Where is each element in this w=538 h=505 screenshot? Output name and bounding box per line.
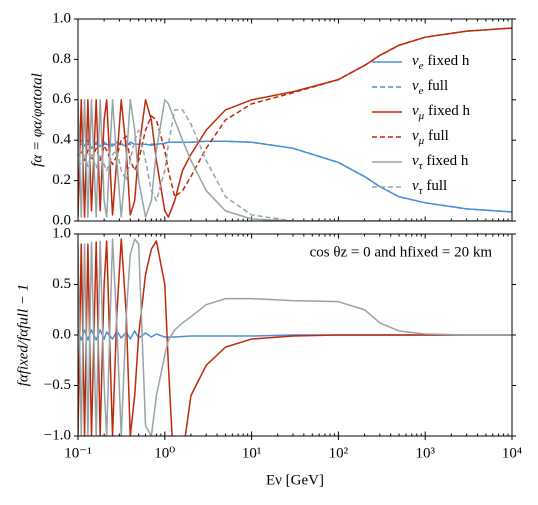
y-tick-label: 0.8 (52, 51, 71, 67)
y-tick-label: 1.0 (52, 225, 71, 241)
y-tick-label: 0.4 (52, 132, 71, 148)
legend-label: νe fixed h (412, 53, 470, 71)
x-axis-label: Eν [GeV] (266, 472, 324, 488)
legend-label: νe full (412, 78, 448, 96)
x-tick-label: 10⁰ (154, 445, 175, 461)
y-tick-label: 0.5 (52, 276, 71, 292)
annotation: cos θz = 0 and hfixed = 20 km (310, 244, 493, 260)
series-line (78, 99, 512, 221)
x-tick-label: 10¹ (242, 445, 262, 461)
legend-label: νμ full (412, 128, 449, 146)
y-axis-label: fα = φα/φαtotal (29, 73, 45, 167)
axes-frame (77, 18, 513, 222)
axes-frame (77, 233, 513, 437)
series-line (78, 109, 512, 221)
y-tick-label: 0.2 (52, 172, 71, 188)
x-tick-label: 10⁴ (502, 445, 522, 461)
y-tick-label: 0.0 (52, 326, 71, 342)
x-tick-label: 10³ (415, 445, 435, 461)
legend-label: ντ full (412, 178, 447, 196)
x-tick-label: 10² (329, 445, 349, 461)
y-tick-label: −1.0 (44, 427, 71, 443)
y-tick-label: 0.6 (52, 91, 71, 107)
y-tick-label: −0.5 (44, 377, 71, 393)
legend-label: νμ fixed h (412, 103, 471, 121)
y-tick-label: 0.0 (52, 212, 71, 228)
series-line (78, 238, 512, 436)
series-line (78, 238, 512, 436)
series-line (78, 27, 512, 218)
x-tick-label: 10⁻¹ (64, 445, 91, 461)
legend-label: ντ fixed h (412, 153, 469, 171)
y-tick-label: 1.0 (52, 10, 71, 26)
plot-area (78, 238, 512, 436)
plot-area (78, 27, 512, 221)
y-axis-label: fαfixed/fαfull − 1 (15, 284, 31, 387)
